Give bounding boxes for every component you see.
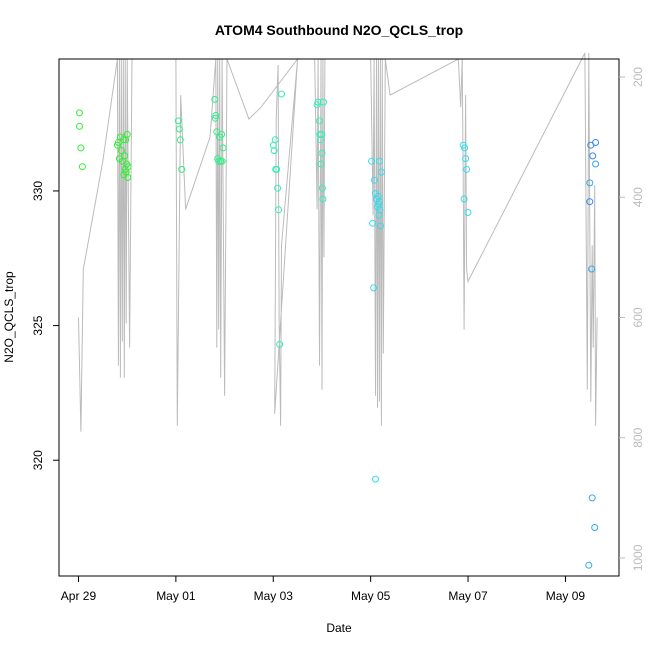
- data-point: [178, 165, 186, 173]
- pressure-profile-layer: [78, 52, 598, 432]
- data-point: [274, 184, 282, 192]
- data-point: [318, 130, 325, 138]
- data-point: [371, 176, 378, 184]
- data-point: [276, 340, 284, 348]
- data-point: [376, 206, 384, 214]
- data-point: [218, 157, 226, 165]
- x-tick-label: May 03: [254, 589, 294, 603]
- y-tick-label: 330: [31, 181, 45, 201]
- data-point: [370, 284, 378, 292]
- points-layer: [76, 90, 600, 569]
- data-point: [270, 147, 278, 155]
- data-point: [460, 195, 468, 203]
- data-point: [586, 179, 594, 187]
- data-point: [124, 163, 132, 171]
- data-point: [212, 112, 220, 119]
- data-point: [124, 174, 132, 181]
- data-point: [375, 157, 383, 165]
- data-point: [76, 122, 83, 130]
- x-tick-label: May 07: [448, 589, 488, 603]
- data-point: [77, 144, 85, 152]
- data-point: [218, 130, 226, 138]
- y2-tick-label: 200: [631, 67, 645, 87]
- data-point: [318, 184, 326, 192]
- data-point: [271, 136, 279, 144]
- x-tick-label: May 01: [156, 589, 196, 603]
- data-point: [78, 163, 86, 171]
- data-point: [592, 160, 600, 168]
- data-point: [176, 136, 184, 144]
- data-point: [368, 157, 376, 165]
- data-point: [76, 109, 83, 117]
- data-point: [375, 198, 383, 206]
- data-point: [369, 219, 377, 227]
- data-point: [211, 95, 219, 103]
- data-point: [219, 144, 227, 152]
- y2-tick-label: 600: [631, 307, 645, 327]
- data-point: [121, 152, 129, 160]
- data-point: [211, 114, 219, 122]
- data-point: [117, 147, 125, 155]
- data-point: [589, 152, 597, 160]
- data-point: [319, 195, 327, 203]
- data-point: [592, 139, 600, 146]
- data-point: [588, 265, 596, 273]
- data-point: [463, 165, 471, 173]
- data-point: [462, 155, 470, 163]
- data-point: [174, 117, 182, 125]
- data-point: [372, 475, 379, 483]
- x-tick-label: Apr 29: [61, 589, 97, 603]
- data-point: [319, 98, 327, 106]
- y-tick-label: 325: [31, 315, 45, 335]
- data-point: [123, 130, 131, 138]
- data-point: [461, 144, 469, 152]
- data-point: [175, 125, 183, 133]
- axes-layer: Apr 29 May 01 May 03 May 05 May 07 May 09 320 3…: [31, 58, 645, 603]
- data-point: [119, 136, 127, 144]
- x-tick-label: May 09: [546, 589, 586, 603]
- data-point: [275, 206, 283, 214]
- data-point: [464, 209, 472, 216]
- data-point: [586, 198, 594, 206]
- data-point: [314, 98, 322, 106]
- y2-tick-label: 800: [631, 427, 645, 447]
- y-axis-label: N2O_QCLS_trop: [2, 271, 16, 363]
- chart-title: ATOM4 Southbound N2O_QCLS_trop: [215, 22, 463, 38]
- data-point: [588, 494, 596, 502]
- data-point: [377, 168, 385, 176]
- x-tick-label: May 05: [351, 589, 391, 603]
- data-point: [376, 222, 384, 230]
- y2-tick-label: 1000: [631, 544, 645, 571]
- data-point: [278, 90, 285, 98]
- data-point: [591, 524, 599, 531]
- y-tick-label: 320: [31, 450, 45, 470]
- data-point: [273, 165, 281, 173]
- data-point: [215, 157, 223, 165]
- y2-tick-label: 400: [631, 187, 645, 207]
- data-point: [316, 117, 323, 125]
- x-axis-label: Date: [326, 621, 352, 635]
- data-point: [318, 149, 326, 157]
- data-point: [585, 561, 593, 569]
- pressure-profile-line: [78, 52, 598, 432]
- data-point: [317, 160, 325, 168]
- plot-frame: [58, 58, 620, 577]
